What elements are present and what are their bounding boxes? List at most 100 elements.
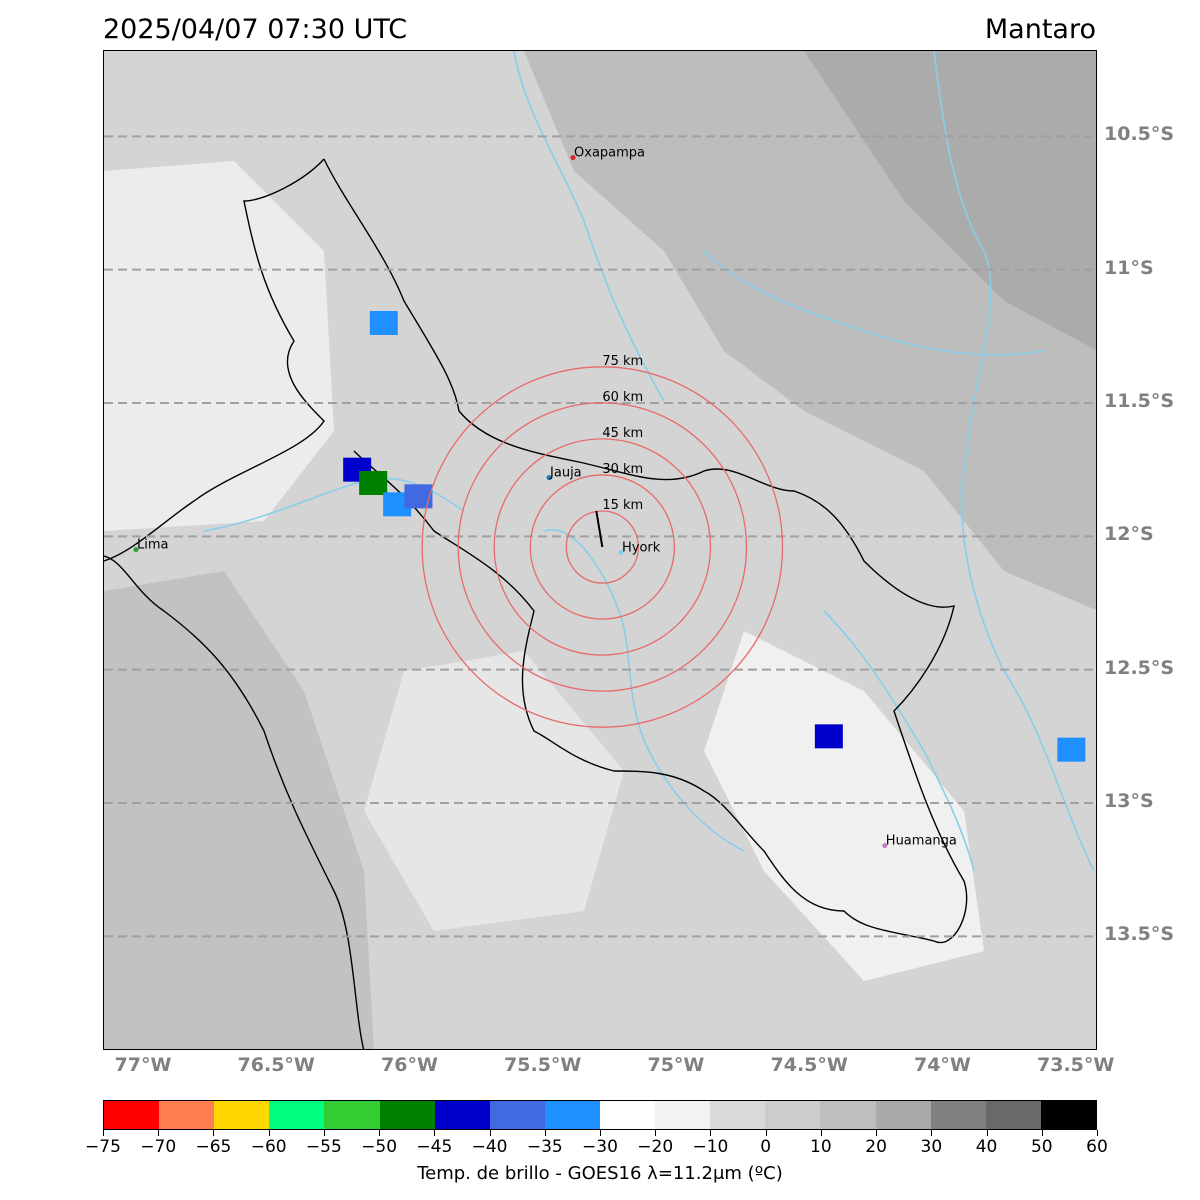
map-datetime-title: 2025/04/07 07:30 UTC (103, 14, 408, 45)
map-region-title: Mantaro (984, 14, 1096, 45)
colorbar-label: Temp. de brillo - GOES16 λ=11.2μm (ºC) (417, 1163, 783, 1184)
colorbar-tick (379, 1130, 381, 1136)
range-ring (457, 402, 748, 692)
colorbar-tick-label: −55 (305, 1137, 342, 1157)
city-marker (133, 547, 139, 553)
lat-label: 13.5°S (1104, 923, 1175, 946)
range-ring-label: 75 km (602, 354, 643, 369)
lon-label: 76°W (381, 1054, 438, 1076)
colorbar-tick (489, 1130, 491, 1136)
colorbar-segment (324, 1101, 380, 1129)
pachitea-river (703, 250, 1045, 356)
colorbar (103, 1100, 1097, 1130)
lon-label: 77°W (114, 1054, 172, 1076)
apurimac-river (823, 610, 975, 872)
colorbar-segment (1040, 1101, 1096, 1129)
lima-dept-border (104, 158, 325, 562)
colorbar-segment (599, 1101, 656, 1129)
city-marker (546, 475, 552, 481)
range-rings: 15 km 30 km 45 km 60 km 75 km (421, 354, 784, 728)
city-marker (570, 155, 576, 161)
colorbar-tick-label: 30 (920, 1137, 943, 1157)
radar-direction-marker (595, 510, 604, 548)
colorbar-segment (434, 1101, 490, 1129)
lat-label: 10.5°S (1104, 123, 1175, 146)
cold-cloud-cell (369, 311, 398, 335)
colorbar-segment (765, 1101, 821, 1129)
city-label: Oxapampa (574, 146, 645, 161)
colorbar-tick-label: −50 (361, 1137, 398, 1157)
colorbar-tick (600, 1130, 601, 1136)
colorbar-tick-label: 50 (1030, 1137, 1053, 1157)
colorbar-tick-label: 0 (760, 1137, 772, 1157)
colorbar-tick-label: 60 (1086, 1137, 1108, 1157)
ucayali-river (933, 51, 1095, 872)
cold-cloud-cells (343, 311, 1086, 762)
colorbar-tick (1041, 1130, 1043, 1136)
colorbar-tick (103, 1130, 104, 1136)
mantaro-basin-border (323, 158, 968, 944)
colorbar-segment (214, 1101, 270, 1129)
colorbar-tick-label: −60 (250, 1137, 287, 1157)
colorbar-tick (710, 1130, 712, 1136)
colorbar-segment (544, 1101, 600, 1129)
colorbar-tick (931, 1130, 933, 1136)
central-field (364, 651, 624, 931)
colorbar-tick-label: 20 (865, 1137, 887, 1157)
range-ring-label: 15 km (602, 498, 643, 513)
lon-label: 73.5°W (1037, 1054, 1115, 1076)
colorbar-segment (820, 1101, 876, 1129)
colorbar-segment (489, 1101, 545, 1129)
southern-warm-field (704, 631, 984, 981)
colorbar-tick (268, 1130, 270, 1136)
colorbar-tick-label: −75 (85, 1137, 121, 1157)
cold-cloud-cell (404, 484, 433, 509)
cold-cloud-cell (1057, 737, 1086, 762)
range-ring-label: 30 km (602, 462, 643, 477)
city-label: Hyork (622, 540, 661, 555)
lon-label: 75.5°W (504, 1054, 582, 1076)
colorbar-segment (985, 1101, 1041, 1129)
colorbar-segment (269, 1101, 325, 1129)
range-ring (493, 438, 712, 656)
amazon-cold-field (804, 51, 1096, 350)
lon-label: 76.5°W (237, 1054, 315, 1076)
colorbar-tick (158, 1130, 160, 1136)
colorbar-tick-label: −65 (195, 1137, 232, 1157)
colorbar-tick (820, 1130, 822, 1136)
colorbar-tick-label: −40 (471, 1137, 508, 1157)
colorbar-tick (765, 1130, 767, 1136)
range-ring (421, 366, 784, 728)
lat-label: 12°S (1104, 523, 1154, 546)
colorbar-tick (323, 1130, 325, 1136)
range-ring-label: 60 km (602, 390, 643, 405)
colorbar-tick-label: 10 (810, 1137, 832, 1157)
perene-river (513, 51, 665, 402)
lat-label: 12.5°S (1104, 656, 1175, 679)
city-markers: Oxapampa Jauja Hyork Lima Huamanga (133, 146, 957, 849)
satellite-map[interactable]: 15 km 30 km 45 km 60 km 75 km Oxapampa Jauja H… (103, 50, 1097, 1050)
colorbar-tick (434, 1130, 436, 1136)
colorbar-tick (876, 1130, 878, 1136)
range-ring-label: 45 km (602, 426, 643, 441)
colorbar-segment (930, 1101, 986, 1129)
city-label: Lima (137, 538, 168, 553)
lat-label: 11.5°S (1104, 390, 1175, 412)
colorbar-tick-label: 40 (975, 1137, 998, 1157)
map-canvas: 15 km 30 km 45 km 60 km 75 km Oxapampa Jauja H… (104, 51, 1096, 1049)
city-label: Huamanga (886, 834, 957, 849)
colorbar-tick-label: −35 (526, 1137, 563, 1157)
colorbar-tick-label: −10 (692, 1137, 729, 1157)
colorbar-tick (213, 1130, 215, 1136)
lon-label: 74.5°W (770, 1054, 848, 1076)
lat-label: 13°S (1104, 790, 1154, 812)
colorbar-tick-label: −45 (416, 1137, 453, 1157)
colorbar-tick (1097, 1130, 1098, 1136)
range-ring (529, 474, 676, 620)
colorbar-tick (986, 1130, 988, 1136)
colorbar-segment (655, 1101, 711, 1129)
city-label: Jauja (549, 466, 582, 481)
colorbar-segment (875, 1101, 931, 1129)
colorbar-tick (655, 1130, 657, 1136)
colorbar-tick-label: −70 (140, 1137, 177, 1157)
